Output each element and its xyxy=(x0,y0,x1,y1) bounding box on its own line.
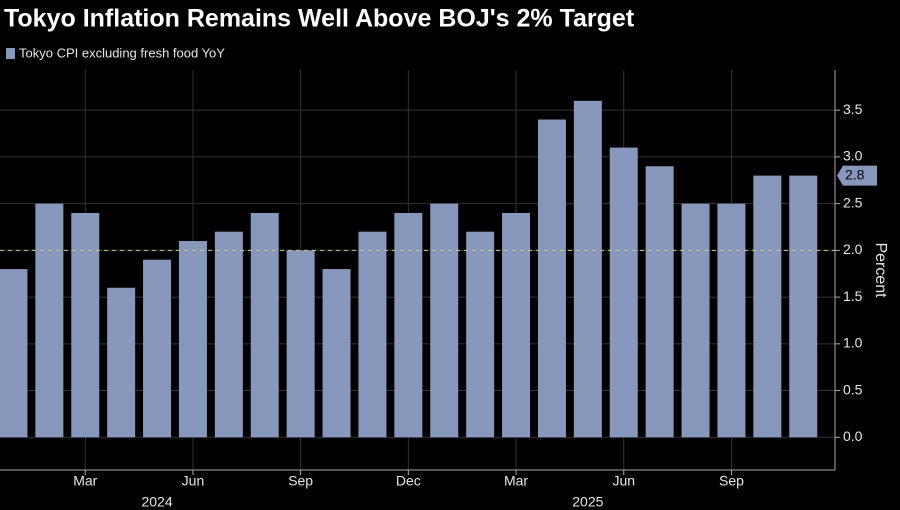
last-value-tag xyxy=(837,165,877,186)
y-tick-label: 3.0 xyxy=(843,148,863,164)
y-tick-label: 2.0 xyxy=(843,241,863,257)
y-tick-label: 0.0 xyxy=(843,428,863,444)
bar xyxy=(322,269,351,438)
x-tick-label: Mar xyxy=(504,473,528,489)
bar xyxy=(789,175,818,438)
chart-title: Tokyo Inflation Remains Well Above BOJ's… xyxy=(4,5,635,33)
bar xyxy=(681,203,710,438)
bar xyxy=(430,203,459,438)
y-tick-label: 1.0 xyxy=(843,335,863,351)
x-tick-label: Sep xyxy=(288,473,313,489)
bar xyxy=(717,203,746,438)
x-tick-label: Jun xyxy=(612,473,635,489)
bar xyxy=(178,241,207,438)
bar xyxy=(35,203,64,438)
bar xyxy=(250,212,279,438)
legend-swatch xyxy=(6,48,15,59)
bar xyxy=(645,166,674,438)
bar xyxy=(214,231,243,438)
y-tick-label: 1.5 xyxy=(843,288,863,304)
bar xyxy=(0,269,28,438)
legend-label: Tokyo CPI excluding fresh food YoY xyxy=(19,45,225,60)
bar xyxy=(502,212,531,438)
bar xyxy=(286,250,315,438)
y-tick-label: 3.5 xyxy=(843,101,863,117)
bar xyxy=(537,119,566,438)
bar xyxy=(107,287,136,438)
bar xyxy=(71,212,100,438)
bar xyxy=(394,212,423,438)
bar xyxy=(753,175,782,438)
x-tick-label: Dec xyxy=(396,473,421,489)
bar xyxy=(358,231,387,438)
bar xyxy=(609,147,638,438)
bar xyxy=(466,231,495,438)
x-tick-label: Mar xyxy=(73,473,97,489)
year-label: 2025 xyxy=(572,494,603,510)
y-tick-label: 2.5 xyxy=(843,194,863,210)
last-value-label: 2.8 xyxy=(845,166,865,182)
x-tick-label: Jun xyxy=(182,473,205,489)
y-axis-label: Percent xyxy=(872,242,889,298)
bar xyxy=(143,259,172,438)
bar xyxy=(573,100,602,438)
x-tick-label: Sep xyxy=(719,473,744,489)
year-label: 2024 xyxy=(141,494,172,510)
y-tick-label: 0.5 xyxy=(843,381,863,397)
